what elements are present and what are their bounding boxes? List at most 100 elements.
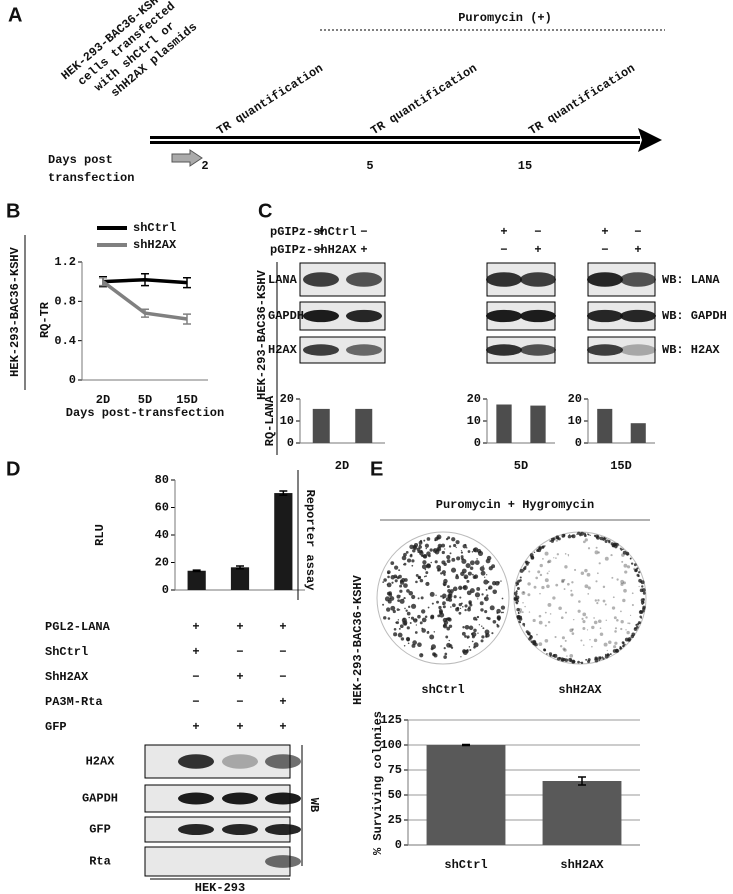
band <box>346 309 382 323</box>
colony <box>628 622 631 625</box>
colony <box>620 620 624 624</box>
colony <box>622 548 624 551</box>
colony <box>622 641 625 645</box>
colony <box>422 554 428 559</box>
colony <box>460 551 463 554</box>
colony <box>519 611 522 614</box>
colony <box>638 571 641 574</box>
colony <box>488 566 493 571</box>
colony <box>599 632 604 637</box>
colony <box>450 606 452 608</box>
colony <box>398 627 401 630</box>
colony <box>464 624 470 630</box>
colony <box>619 547 622 550</box>
colony <box>415 624 418 626</box>
colony <box>515 584 518 587</box>
colony <box>443 578 448 584</box>
band <box>346 344 382 356</box>
colony <box>386 607 391 612</box>
condition: PGL2-LANA <box>45 620 111 634</box>
colony <box>476 558 478 560</box>
colony <box>403 583 408 588</box>
colony <box>433 631 436 633</box>
header: Puromycin (+) <box>458 11 552 25</box>
colony <box>471 640 474 643</box>
colony <box>476 615 480 619</box>
blot-label: H2AX <box>86 755 116 769</box>
colony <box>396 608 400 612</box>
colony <box>581 617 584 620</box>
colony <box>577 531 581 535</box>
colony <box>584 584 589 589</box>
sign: − <box>500 243 507 257</box>
colony <box>576 533 578 535</box>
colony <box>485 589 488 591</box>
band <box>520 344 556 356</box>
colony <box>399 584 403 588</box>
colony <box>463 574 469 580</box>
colony <box>446 585 450 589</box>
colony <box>533 585 537 589</box>
colony <box>544 578 549 583</box>
band <box>178 792 214 805</box>
colony <box>447 593 453 599</box>
cell-line: HEK-293 <box>195 881 245 894</box>
colony <box>594 550 599 555</box>
colony <box>473 642 479 648</box>
x-tick-label: shCtrl <box>444 858 487 872</box>
colony <box>393 632 398 637</box>
colony <box>461 558 467 564</box>
colony <box>550 537 555 542</box>
header: Puromycin + Hygromycin <box>436 498 594 512</box>
colony <box>597 619 602 624</box>
band <box>620 309 656 323</box>
band <box>265 855 301 868</box>
colony <box>570 589 573 592</box>
colony <box>611 576 614 579</box>
colony <box>401 555 407 561</box>
error-bar <box>141 273 149 287</box>
band <box>303 344 339 356</box>
colony <box>567 555 570 557</box>
colony <box>584 538 588 542</box>
band <box>265 824 301 835</box>
colony <box>547 602 552 607</box>
error-bar <box>183 313 191 325</box>
colony <box>386 570 391 574</box>
colony <box>472 573 474 576</box>
colony <box>580 639 583 642</box>
colony <box>549 654 552 657</box>
sign: + <box>192 720 199 734</box>
colony <box>462 585 468 591</box>
band <box>620 272 656 287</box>
colony <box>492 619 497 624</box>
colony <box>450 646 454 649</box>
colony <box>476 587 481 591</box>
colony <box>583 540 586 544</box>
colony <box>491 632 494 635</box>
colony <box>596 602 599 605</box>
x-tick-label: shH2AX <box>560 858 604 872</box>
bar <box>530 405 546 443</box>
colony <box>482 627 485 630</box>
colony <box>500 611 503 614</box>
colony <box>424 568 427 571</box>
colony <box>611 606 616 610</box>
colony <box>390 605 396 611</box>
colony <box>513 591 518 596</box>
small-arrow <box>171 149 203 167</box>
colony <box>538 642 543 646</box>
colony <box>464 604 468 608</box>
x-tick-label: 2D <box>96 393 110 407</box>
colony <box>582 620 586 624</box>
colony <box>486 574 488 576</box>
colony <box>614 545 618 549</box>
sign: + <box>601 225 608 239</box>
colony <box>469 560 475 566</box>
band <box>222 792 258 805</box>
colony <box>597 551 600 554</box>
colony <box>589 534 591 537</box>
colony <box>421 617 427 623</box>
colony <box>569 628 574 633</box>
